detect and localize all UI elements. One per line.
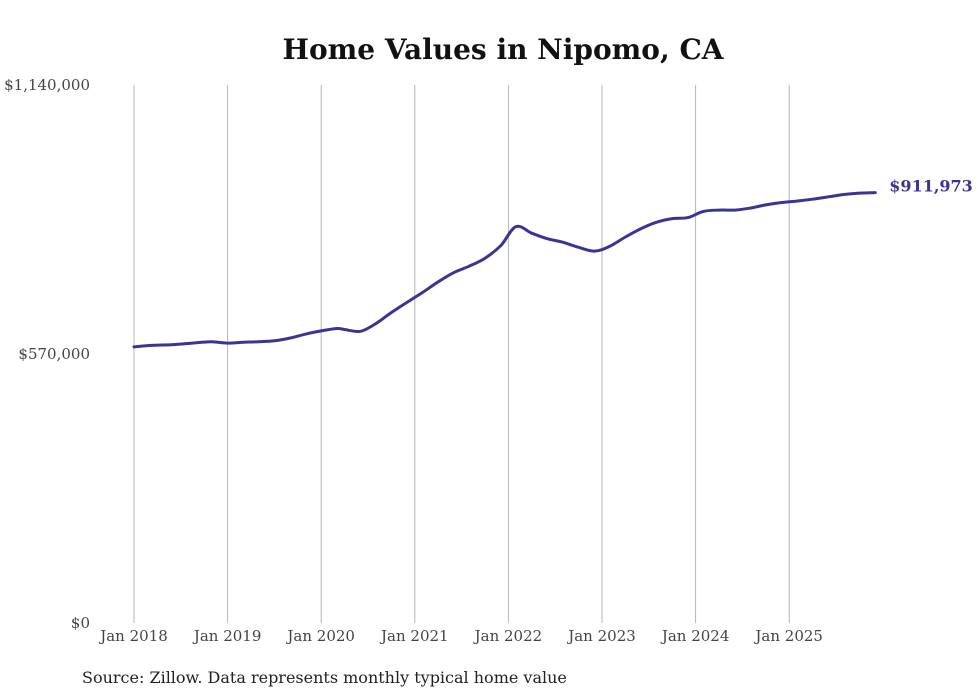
chart-title: Home Values in Nipomo, CA — [283, 33, 725, 66]
x-tick-label: Jan 2018 — [98, 627, 168, 645]
y-tick-label: $570,000 — [18, 345, 90, 363]
source-note: Source: Zillow. Data represents monthly … — [82, 668, 567, 687]
y-axis-ticks: $0 $570,000 $1,140,000 — [4, 76, 90, 632]
x-tick-label: Jan 2019 — [192, 627, 262, 645]
series-layer: $911,973 — [132, 177, 973, 349]
x-tick-label: Jan 2021 — [379, 627, 449, 645]
x-tick-label: Jan 2022 — [473, 627, 543, 645]
x-tick-label: Jan 2023 — [566, 627, 636, 645]
y-tick-label: $0 — [71, 614, 90, 632]
grid-lines — [133, 85, 790, 623]
x-axis-ticks: Jan 2018 Jan 2019 Jan 2020 Jan 2021 Jan 2022… — [98, 627, 823, 645]
y-tick-label: $1,140,000 — [4, 76, 90, 94]
x-tick-label: Jan 2024 — [660, 627, 730, 645]
series-line — [132, 191, 877, 349]
end-value-label: $911,973 — [889, 177, 973, 196]
x-tick-label: Jan 2025 — [753, 627, 823, 645]
x-tick-label: Jan 2020 — [285, 627, 355, 645]
